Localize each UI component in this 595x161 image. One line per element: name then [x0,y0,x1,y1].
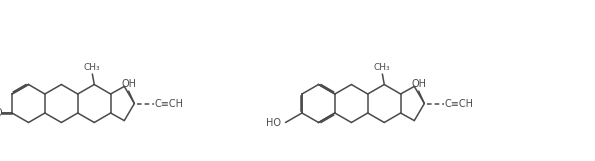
Text: OH: OH [121,79,136,89]
Text: OH: OH [411,79,426,89]
Text: O: O [0,108,2,118]
Text: C≡CH: C≡CH [445,99,474,109]
Text: C≡CH: C≡CH [155,99,184,109]
Text: CH₃: CH₃ [83,63,100,71]
Text: CH₃: CH₃ [373,63,390,71]
Text: HO: HO [266,118,281,128]
